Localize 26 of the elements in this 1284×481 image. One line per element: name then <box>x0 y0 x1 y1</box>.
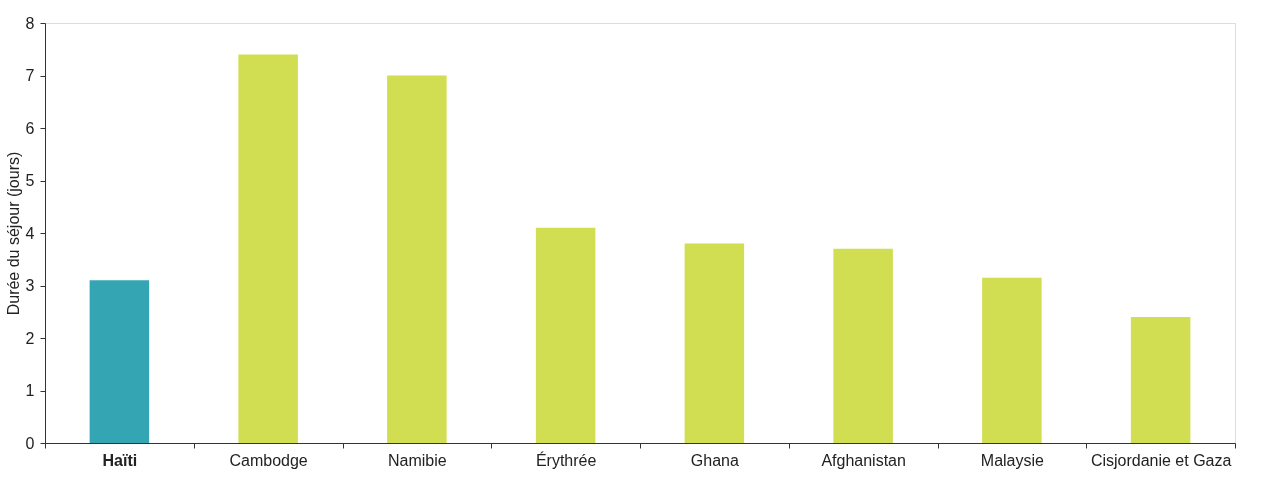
y-tick-label: 7 <box>25 67 35 84</box>
bar <box>1130 317 1191 443</box>
bar <box>89 280 150 443</box>
bar <box>833 248 893 443</box>
bar <box>982 277 1042 443</box>
x-tick-label: Érythrée <box>535 450 597 469</box>
x-tick-label: Ghana <box>690 451 739 469</box>
y-tick-label: 1 <box>25 382 35 399</box>
y-tick-label: 8 <box>25 14 35 32</box>
bar <box>238 54 298 443</box>
y-tick-label: 3 <box>25 277 35 294</box>
x-tick-label: Malaysie <box>980 451 1045 469</box>
bar <box>684 243 745 443</box>
bar <box>535 227 596 443</box>
y-tick-label: 6 <box>25 119 35 137</box>
x-tick-label: Afghanistan <box>821 451 906 469</box>
x-tick-label: Cisjordanie et Gaza <box>1090 451 1232 469</box>
y-axis-title: Durée du séjour (jours) <box>4 151 22 316</box>
x-tick-label: Cambodge <box>229 451 308 469</box>
x-tick-label: Namibie <box>388 451 447 469</box>
y-tick-label: 5 <box>25 172 35 189</box>
bar <box>387 75 447 443</box>
x-tick-label: Haïti <box>102 451 138 469</box>
y-tick-label: 2 <box>25 329 35 347</box>
y-tick-label: 4 <box>25 224 35 242</box>
y-tick-label: 0 <box>25 434 35 452</box>
